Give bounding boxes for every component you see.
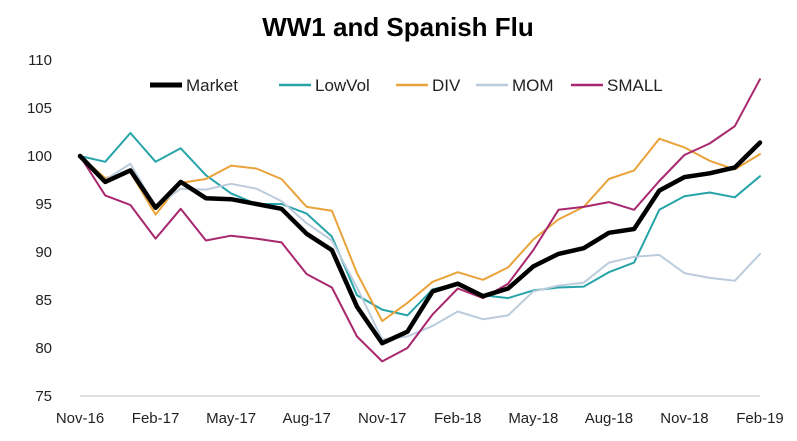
x-tick-label: Nov-16 xyxy=(56,410,104,427)
legend-label-lowvol: LowVol xyxy=(315,76,370,95)
series-line-market xyxy=(77,140,763,346)
x-tick-label: Feb-17 xyxy=(132,410,180,427)
legend-label-div: DIV xyxy=(432,76,461,95)
series-line-div xyxy=(79,137,761,323)
y-tick-label: 95 xyxy=(35,196,52,213)
y-tick-label: 75 xyxy=(35,388,52,405)
y-tick-label: 80 xyxy=(35,340,52,357)
x-tick-label: May-17 xyxy=(206,410,256,427)
x-tick-label: Nov-17 xyxy=(358,410,406,427)
x-tick-label: Aug-18 xyxy=(585,410,633,427)
legend-label-small: SMALL xyxy=(607,76,663,95)
series-line-lowvol xyxy=(79,132,761,317)
y-tick-label: 85 xyxy=(35,292,52,309)
x-tick-label: Feb-18 xyxy=(434,410,482,427)
x-tick-label: Feb-19 xyxy=(736,410,784,427)
chart-title: WW1 and Spanish Flu xyxy=(262,12,534,42)
axes: 75 80 85 90 95 100 105 110 Nov-16 Feb-17 May-17 Aug… xyxy=(27,52,784,427)
x-tick-label: May-18 xyxy=(508,410,558,427)
y-tick-label: 90 xyxy=(35,244,52,261)
x-tick-label: Aug-17 xyxy=(282,410,330,427)
y-tick-label: 100 xyxy=(27,148,52,165)
x-tick-label: Nov-18 xyxy=(660,410,708,427)
series-layer xyxy=(77,78,763,363)
legend-label-mom: MOM xyxy=(512,76,554,95)
y-tick-label: 105 xyxy=(27,100,52,117)
legend-label-market: Market xyxy=(186,76,238,95)
y-tick-label: 110 xyxy=(28,52,52,69)
legend: Market LowVol DIV MOM SMALL xyxy=(150,76,663,95)
series-line-small xyxy=(79,78,761,363)
